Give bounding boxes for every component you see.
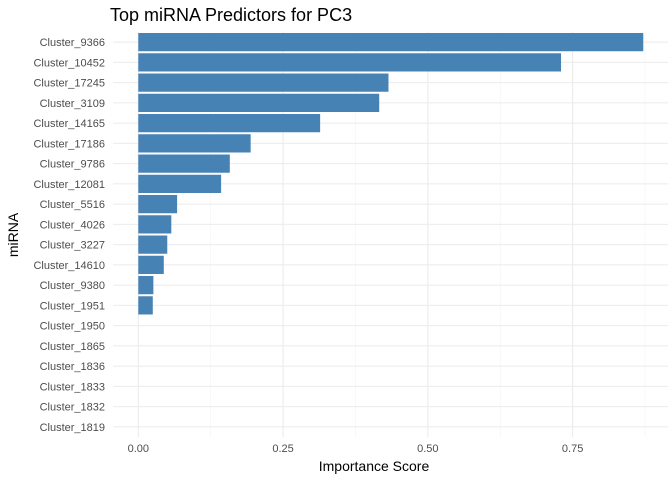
bar xyxy=(138,235,168,254)
chart-title: Top miRNA Predictors for PC3 xyxy=(110,5,352,25)
bar xyxy=(138,276,154,295)
y-tick-label: Cluster_1865 xyxy=(40,341,105,353)
x-tick-label: 0.75 xyxy=(562,443,583,455)
y-tick-label: Cluster_1950 xyxy=(40,321,105,333)
y-tick-label: Cluster_9380 xyxy=(40,280,105,292)
x-tick-label: 0.50 xyxy=(417,443,438,455)
y-tick-label: Cluster_4026 xyxy=(40,219,105,231)
bar-layer xyxy=(138,33,644,315)
y-tick-label: Cluster_9786 xyxy=(40,159,105,171)
bar xyxy=(138,53,562,72)
bar xyxy=(138,93,380,112)
bar xyxy=(138,255,164,274)
y-tick-label: Cluster_1819 xyxy=(40,422,105,434)
x-tick-label: 0.00 xyxy=(128,443,149,455)
bar xyxy=(138,33,644,52)
y-axis-title: miRNA xyxy=(5,212,21,257)
y-tick-label: Cluster_5516 xyxy=(40,199,105,211)
y-tick-label: Cluster_1832 xyxy=(40,402,105,414)
y-tick-label: Cluster_10452 xyxy=(33,57,105,69)
bar xyxy=(138,114,321,133)
x-axis-title: Importance Score xyxy=(319,458,430,474)
y-tick-label: Cluster_12081 xyxy=(33,179,105,191)
bar xyxy=(138,296,153,315)
bar xyxy=(138,73,389,92)
bar xyxy=(138,174,222,193)
bar xyxy=(138,215,172,234)
bar xyxy=(138,154,230,173)
y-tick-label: Cluster_1951 xyxy=(40,300,105,312)
y-tick-labels: Cluster_9366 Cluster_10452 Cluster_17245 Cl… xyxy=(33,37,105,434)
grid-layer xyxy=(113,32,668,437)
bar xyxy=(138,195,178,214)
x-tick-labels: 0.00 0.25 0.50 0.75 xyxy=(128,443,584,455)
y-tick-label: Cluster_14165 xyxy=(33,118,105,130)
bar xyxy=(138,134,251,153)
y-tick-label: Cluster_17245 xyxy=(33,78,105,90)
y-tick-label: Cluster_3109 xyxy=(40,98,105,110)
y-tick-label: Cluster_17186 xyxy=(33,138,105,150)
y-tick-label: Cluster_9366 xyxy=(40,37,105,49)
x-tick-label: 0.25 xyxy=(272,443,293,455)
y-tick-label: Cluster_1833 xyxy=(40,381,105,393)
y-tick-label: Cluster_1836 xyxy=(40,361,105,373)
y-tick-label: Cluster_14610 xyxy=(33,260,105,272)
y-tick-label: Cluster_3227 xyxy=(40,240,105,252)
